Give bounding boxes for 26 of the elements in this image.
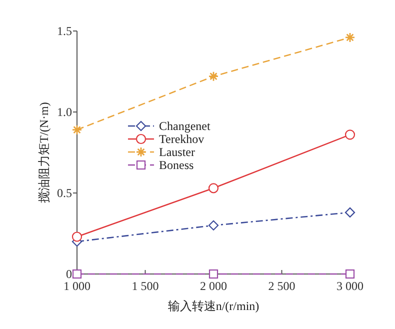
point: [344, 32, 356, 43]
point: [208, 269, 218, 279]
y-tick-label: 0.5: [57, 186, 72, 200]
point: [208, 220, 219, 230]
point: [344, 130, 356, 140]
point: [72, 269, 82, 279]
x-tick-label: 1 000: [64, 279, 90, 293]
point: [344, 207, 356, 218]
point: [208, 183, 219, 194]
y-axis-title: 搅油阻力矩T/(N·m): [37, 102, 51, 203]
y-tick-label: 1.5: [57, 24, 72, 38]
x-tick-label: 1 500: [132, 279, 159, 293]
x-tick-label: 2 000: [200, 279, 227, 293]
legend-label: Boness: [159, 158, 194, 172]
legend-label: Terekhov: [159, 132, 204, 146]
x-tick-label: 3 000: [336, 279, 364, 293]
x-axis-title: 输入转速n/(r/min): [168, 299, 260, 313]
legend-label: Lauster: [159, 145, 195, 159]
x-tick-label: 2 500: [268, 279, 296, 293]
point: [208, 71, 219, 82]
y-tick-label: 1.0: [57, 105, 72, 119]
point: [72, 124, 82, 136]
legend-label: Changenet: [159, 119, 211, 133]
point: [345, 269, 355, 279]
y-tick-label: 0: [66, 267, 72, 281]
point: [72, 232, 82, 242]
